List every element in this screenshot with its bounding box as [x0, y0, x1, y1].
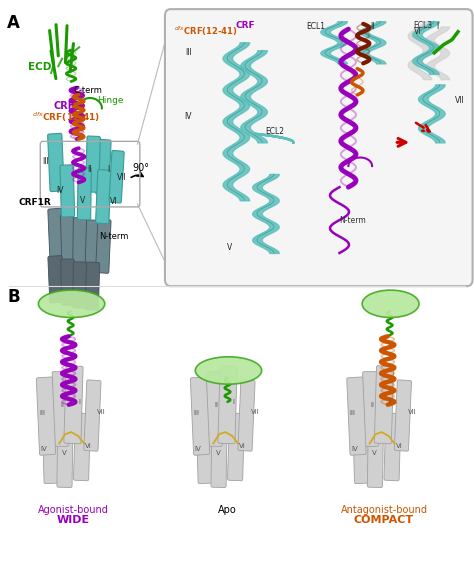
FancyBboxPatch shape [96, 139, 111, 195]
Text: $^{dfx}$CRF(12-41): $^{dfx}$CRF(12-41) [32, 111, 100, 124]
Text: VI: VI [413, 27, 421, 36]
FancyBboxPatch shape [77, 168, 91, 220]
FancyBboxPatch shape [374, 366, 393, 443]
Text: II: II [370, 22, 374, 31]
Text: VII: VII [408, 409, 416, 414]
FancyBboxPatch shape [384, 413, 401, 481]
Text: V: V [372, 450, 377, 456]
Text: CRF1R: CRF1R [19, 198, 52, 207]
FancyBboxPatch shape [64, 366, 83, 443]
Text: VII: VII [97, 409, 106, 414]
Text: VII: VII [251, 409, 260, 414]
Text: I: I [107, 165, 109, 174]
FancyBboxPatch shape [42, 417, 59, 483]
Text: V: V [62, 450, 66, 456]
FancyBboxPatch shape [211, 422, 227, 487]
Ellipse shape [362, 290, 419, 317]
Text: III: III [185, 48, 192, 58]
Text: N-term: N-term [100, 233, 129, 242]
Text: ECD: ECD [28, 62, 52, 72]
Text: CRF: CRF [53, 101, 74, 112]
FancyBboxPatch shape [61, 259, 75, 306]
Text: 90°: 90° [133, 163, 150, 173]
FancyBboxPatch shape [347, 377, 366, 455]
Text: CRF: CRF [236, 21, 255, 30]
Text: Hinge: Hinge [97, 96, 124, 105]
FancyBboxPatch shape [73, 413, 91, 481]
FancyBboxPatch shape [228, 413, 245, 481]
FancyBboxPatch shape [73, 218, 87, 267]
FancyBboxPatch shape [165, 9, 473, 286]
FancyBboxPatch shape [96, 219, 111, 274]
Text: II: II [371, 402, 374, 408]
Text: VI: VI [239, 443, 246, 449]
Text: II: II [87, 165, 91, 174]
Text: IV: IV [185, 112, 192, 120]
Text: ECL1: ECL1 [306, 22, 325, 31]
FancyBboxPatch shape [48, 208, 64, 259]
Ellipse shape [38, 290, 105, 317]
Text: I: I [436, 22, 438, 31]
Text: V: V [227, 243, 233, 252]
FancyBboxPatch shape [84, 380, 101, 451]
Text: I: I [232, 399, 234, 405]
Text: V: V [216, 450, 220, 456]
FancyBboxPatch shape [196, 417, 213, 483]
FancyBboxPatch shape [367, 422, 383, 487]
FancyBboxPatch shape [57, 422, 73, 487]
Text: COMPACT: COMPACT [354, 515, 414, 526]
Text: VII: VII [455, 96, 465, 105]
Text: IV: IV [195, 446, 201, 452]
Text: III: III [42, 157, 49, 166]
FancyBboxPatch shape [52, 372, 68, 446]
FancyBboxPatch shape [96, 169, 111, 224]
Text: IV: IV [351, 446, 358, 452]
Text: B: B [7, 288, 20, 306]
FancyBboxPatch shape [85, 220, 100, 270]
Text: II: II [60, 402, 64, 408]
FancyBboxPatch shape [73, 262, 87, 308]
Ellipse shape [195, 357, 262, 384]
Text: II: II [214, 402, 218, 408]
Text: VI: VI [110, 197, 118, 206]
Text: VI: VI [396, 443, 402, 449]
Text: VII: VII [117, 173, 126, 182]
Text: Antagonist-bound: Antagonist-bound [340, 505, 428, 515]
Text: $^{dfx}$CRF(12-41): $^{dfx}$CRF(12-41) [173, 25, 237, 38]
Text: Apo: Apo [218, 505, 237, 515]
Text: A: A [7, 14, 20, 32]
Text: V: V [80, 196, 86, 205]
FancyBboxPatch shape [394, 380, 411, 451]
Text: VI: VI [85, 443, 92, 449]
FancyBboxPatch shape [109, 150, 124, 203]
Text: I: I [78, 399, 80, 405]
Text: WIDE: WIDE [57, 515, 90, 526]
FancyBboxPatch shape [238, 380, 255, 451]
FancyBboxPatch shape [61, 214, 75, 264]
Text: III: III [39, 410, 45, 416]
Text: ECL3: ECL3 [413, 21, 433, 30]
FancyBboxPatch shape [85, 136, 100, 192]
FancyBboxPatch shape [48, 133, 64, 192]
Text: I: I [389, 399, 391, 405]
FancyBboxPatch shape [191, 377, 210, 455]
Text: IV: IV [56, 186, 64, 195]
Text: IV: IV [41, 446, 47, 452]
Text: III: III [193, 410, 199, 416]
FancyBboxPatch shape [363, 372, 379, 446]
Text: Agonist-bound: Agonist-bound [38, 505, 109, 515]
FancyBboxPatch shape [353, 417, 370, 483]
Text: N-term: N-term [339, 215, 366, 225]
FancyBboxPatch shape [206, 372, 222, 446]
Text: C-term: C-term [73, 86, 102, 95]
FancyBboxPatch shape [60, 165, 74, 217]
FancyBboxPatch shape [48, 255, 64, 303]
Text: ECL2: ECL2 [265, 128, 284, 136]
FancyBboxPatch shape [85, 262, 100, 310]
Text: III: III [349, 410, 356, 416]
FancyBboxPatch shape [36, 377, 55, 455]
FancyBboxPatch shape [218, 366, 237, 443]
